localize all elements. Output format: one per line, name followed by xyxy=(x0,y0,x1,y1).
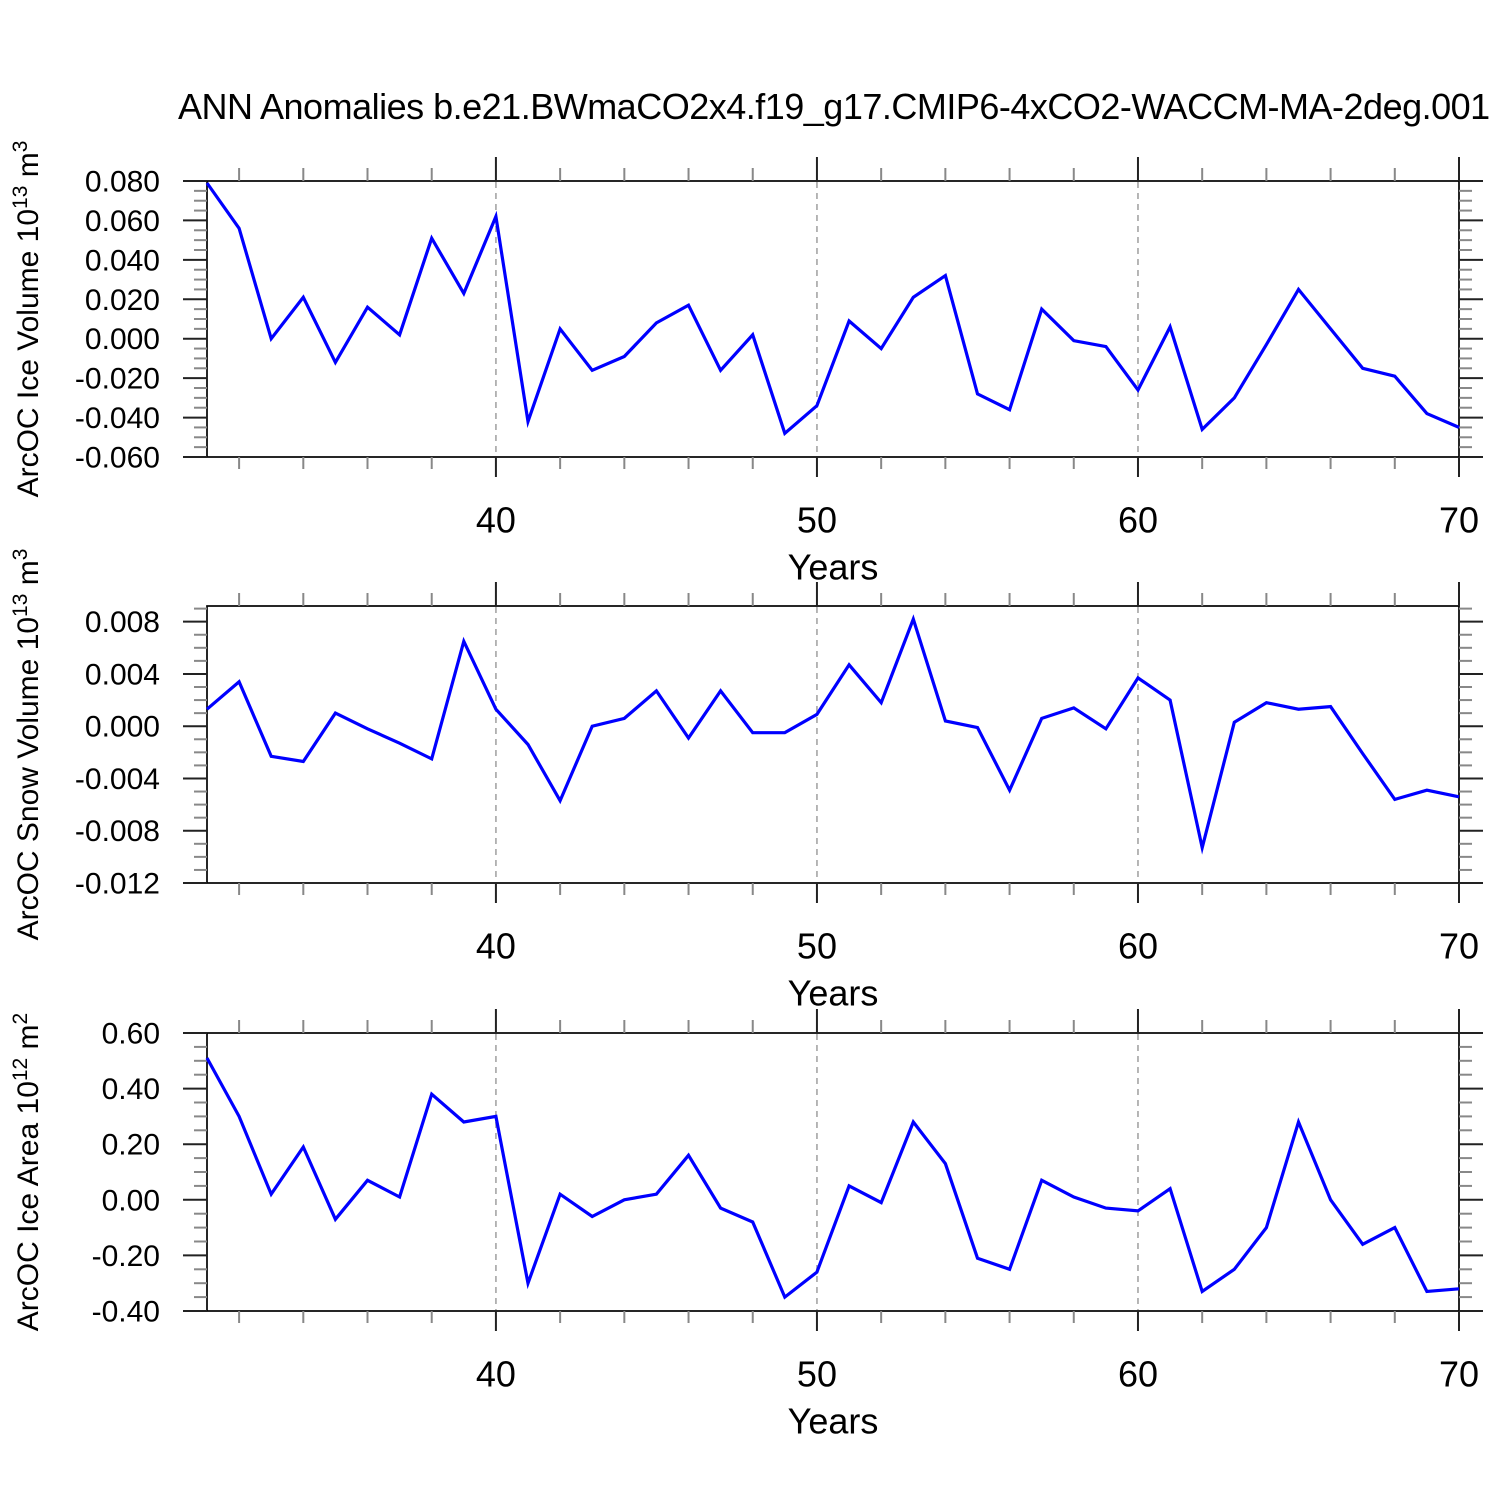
snow-volume-ytick-label: 0.004 xyxy=(85,658,160,691)
ice-area-xtick-label: 60 xyxy=(1118,1354,1158,1395)
snow-volume-frame xyxy=(206,605,1460,884)
ice-area-ytick-label: -0.20 xyxy=(92,1240,160,1273)
ice-volume-frame xyxy=(206,180,1460,458)
ice-area-xtick-labels: 40 50 60 70 xyxy=(476,1354,1479,1395)
snow-volume-ticks xyxy=(183,582,1483,903)
ice-volume-xaxis-title: Years xyxy=(788,547,879,588)
ice-volume-ytick-label: -0.020 xyxy=(75,363,160,396)
snow-volume-line xyxy=(205,614,1460,855)
ice-volume-xtick-label: 50 xyxy=(797,500,837,541)
snow-volume-ytick-label: -0.004 xyxy=(75,763,160,796)
ice-area-ytick-label: 0.00 xyxy=(102,1184,160,1217)
ice-volume-line xyxy=(205,182,1460,437)
snow-volume-ytick-label: -0.008 xyxy=(75,815,160,848)
snow-volume-ytick-label: -0.012 xyxy=(75,868,160,901)
ice-area-ticks xyxy=(183,1009,1483,1331)
ice-volume-xtick-label: 70 xyxy=(1439,500,1479,541)
ice-volume-ytick-label: -0.040 xyxy=(75,402,160,435)
ice-area-ytick-labels: 0.60 0.40 0.20 0.00 -0.20 -0.40 xyxy=(92,1018,160,1329)
ice-area-ytick-label: 0.60 xyxy=(102,1018,160,1051)
ice-volume-ytick-label: 0.020 xyxy=(85,284,160,317)
panel-ice-area: 0.60 0.40 0.20 0.00 -0.20 -0.40 40 50 60 70 Years A… xyxy=(9,1009,1483,1442)
ice-area-yaxis-title: ArcOC Ice Area 1012 m2 xyxy=(9,1013,45,1331)
ice-area-xtick-label: 40 xyxy=(476,1354,516,1395)
snow-volume-ytick-label: 0.008 xyxy=(85,606,160,639)
ice-area-frame xyxy=(206,1032,1460,1312)
snow-volume-xtick-label: 40 xyxy=(476,926,516,967)
ice-volume-ytick-label: 0.000 xyxy=(85,323,160,356)
ice-area-ytick-label: -0.40 xyxy=(92,1296,160,1329)
ice-volume-ytick-label: 0.040 xyxy=(85,244,160,277)
snow-volume-yaxis-title: ArcOC Snow Volume 1013 m3 xyxy=(9,549,45,941)
ice-volume-xtick-labels: 40 50 60 70 xyxy=(476,500,1479,541)
snow-volume-xtick-label: 70 xyxy=(1439,926,1479,967)
ice-area-line xyxy=(205,1057,1460,1300)
ice-area-ytick-label: 0.40 xyxy=(102,1073,160,1106)
snow-volume-xtick-label: 50 xyxy=(797,926,837,967)
ice-volume-ytick-label: 0.080 xyxy=(85,166,160,199)
ice-volume-ytick-label: 0.060 xyxy=(85,205,160,238)
snow-volume-ytick-label: 0.000 xyxy=(85,711,160,744)
ice-volume-ticks xyxy=(183,157,1483,477)
ice-volume-yaxis-title: ArcOC Ice Volume 1013 m3 xyxy=(9,141,45,498)
ice-area-xtick-label: 70 xyxy=(1439,1354,1479,1395)
panel-snow-volume: 0.008 0.004 0.000 -0.004 -0.008 -0.012 40 50 60 7… xyxy=(9,549,1483,1014)
ice-volume-gridlines xyxy=(495,182,1139,456)
panel-ice-volume: 0.080 0.060 0.040 0.020 0.000 -0.020 -0.040 -0.… xyxy=(9,141,1483,588)
snow-volume-gridlines xyxy=(495,607,1139,882)
snow-volume-xtick-label: 60 xyxy=(1118,926,1158,967)
ice-area-gridlines xyxy=(495,1034,1139,1310)
ice-volume-ytick-labels: 0.080 0.060 0.040 0.020 0.000 -0.020 -0.040 -0.… xyxy=(75,166,160,475)
ice-volume-ytick-label: -0.060 xyxy=(75,442,160,475)
chart-title: ANN Anomalies b.e21.BWmaCO2x4.f19_g17.CM… xyxy=(178,86,1490,127)
ice-area-ytick-label: 0.20 xyxy=(102,1129,160,1162)
snow-volume-ytick-labels: 0.008 0.004 0.000 -0.004 -0.008 -0.012 xyxy=(75,606,160,900)
ice-area-xaxis-title: Years xyxy=(788,1401,879,1442)
ice-volume-xtick-label: 60 xyxy=(1118,500,1158,541)
snow-volume-xtick-labels: 40 50 60 70 xyxy=(476,926,1479,967)
ice-volume-xtick-label: 40 xyxy=(476,500,516,541)
snow-volume-xaxis-title: Years xyxy=(788,973,879,1014)
ice-area-xtick-label: 50 xyxy=(797,1354,837,1395)
